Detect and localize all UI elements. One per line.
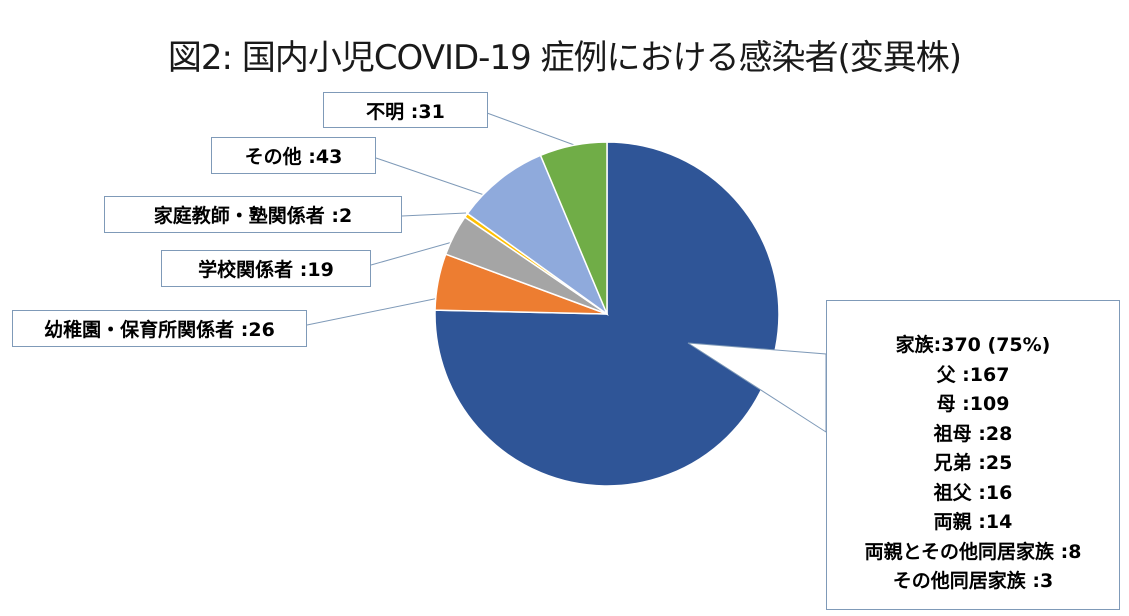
label-tutor: 家庭教師・塾関係者 :2 (153, 205, 353, 227)
pie-slices (434, 141, 780, 487)
label-other: その他 :43 (244, 146, 343, 168)
pie-slice-unknown (539, 141, 608, 315)
leader-line-school (370, 240, 457, 266)
leader-line-tutor (401, 212, 467, 217)
callout-family: 家族:370 (75%) 父 :167 母 :109 祖母 :28 兄弟 :25… (826, 300, 1120, 610)
family-parents-and-household: 両親とその他同居家族 :8 (864, 540, 1082, 563)
family-siblings: 兄弟 :25 (933, 452, 1013, 474)
callout-unknown: 不明 :31 (323, 92, 488, 128)
callout-other: その他 :43 (211, 137, 376, 174)
family-grandmother: 祖母 :28 (933, 422, 1013, 445)
family-grandfather: 祖父 :16 (933, 481, 1013, 504)
leader-line-other (375, 157, 494, 199)
callout-nursery: 幼稚園・保育所関係者 :26 (12, 310, 307, 347)
family-other-household: その他同居家族 :3 (892, 570, 1054, 592)
callout-tutor: 家庭教師・塾関係者 :2 (104, 196, 402, 233)
chart-title: 図2: 国内小児COVID-19 症例における感染者(変異株) (167, 38, 962, 78)
leader-line-unknown (486, 112, 578, 147)
label-school: 学校関係者 :19 (198, 259, 334, 281)
family-mother: 母 :109 (936, 393, 1010, 415)
callout-school: 学校関係者 :19 (161, 250, 371, 287)
leader-lines (306, 112, 578, 326)
label-nursery: 幼稚園・保育所関係者 :26 (44, 319, 275, 341)
family-parents: 両親 :14 (933, 511, 1013, 533)
leader-line-nursery (306, 297, 440, 326)
pie-slice-other (466, 154, 609, 317)
family-total: 家族:370 (75%) (895, 334, 1051, 356)
family-father: 父 :167 (936, 363, 1010, 386)
label-unknown: 不明 :31 (366, 100, 445, 123)
